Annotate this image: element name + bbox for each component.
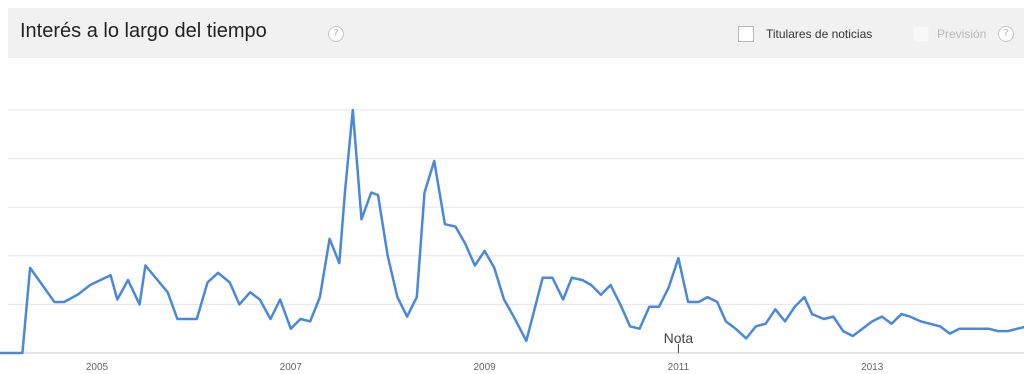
series-line (0, 108, 1024, 355)
annotation-label: Nota (664, 330, 694, 346)
forecast-checkbox[interactable] (913, 26, 929, 42)
x-tick-label: 2013 (861, 362, 884, 373)
forecast-help-icon[interactable]: ? (998, 26, 1014, 42)
chart-header: Interés a lo largo del tiempo ? Titulare… (8, 8, 1024, 58)
news-headlines-checkbox[interactable] (738, 26, 754, 42)
forecast-label: Previsión (937, 27, 987, 41)
help-icon[interactable]: ? (328, 26, 344, 42)
x-tick-label: 2009 (473, 362, 496, 373)
x-tick-label: 2011 (668, 362, 690, 373)
x-tick-label: 2005 (86, 362, 109, 373)
chart-title: Interés a lo largo del tiempo (20, 20, 267, 42)
news-headlines-label[interactable]: Titulares de noticias (766, 27, 873, 41)
x-tick-label: 2007 (280, 362, 303, 373)
